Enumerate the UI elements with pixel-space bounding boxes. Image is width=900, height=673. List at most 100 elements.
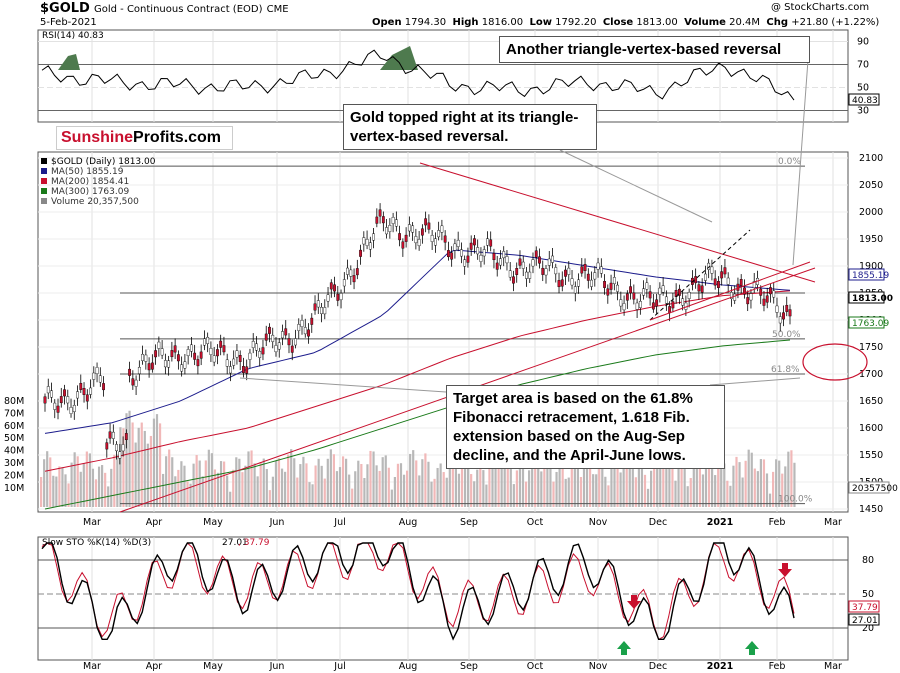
price-candle — [225, 359, 229, 367]
price-candle — [590, 279, 593, 287]
volume-bar — [399, 463, 403, 507]
price-candle — [391, 216, 395, 224]
volume-bar — [70, 462, 73, 507]
volume-bar — [348, 474, 351, 507]
volume-bar — [125, 413, 128, 507]
volume-bar — [338, 467, 342, 507]
month-label-price: Aug — [399, 517, 418, 528]
volume-bar — [604, 476, 607, 507]
price-candle — [782, 312, 785, 320]
volume-bar — [366, 464, 369, 507]
volume-bar — [204, 460, 207, 507]
price-candle — [512, 276, 515, 284]
volume-bar — [58, 466, 61, 507]
volume-tick-label: 30M — [4, 458, 24, 469]
sto-d-value: , 37.79 — [238, 538, 270, 548]
volume-bar — [692, 460, 695, 507]
price-candle — [528, 271, 532, 279]
volume-bar — [637, 464, 640, 507]
price-candle — [427, 222, 431, 230]
price-candle — [759, 288, 763, 296]
volume-bar — [537, 463, 540, 507]
volume-bar — [735, 456, 738, 507]
price-candle — [638, 301, 642, 308]
volume-bar — [592, 474, 595, 507]
price-candle — [414, 236, 418, 244]
volume-bar — [570, 458, 573, 507]
volume-bar — [168, 449, 171, 507]
price-candle — [567, 267, 571, 275]
volume-bar — [732, 465, 735, 507]
volume-bar — [625, 450, 628, 507]
volume-bar — [305, 463, 308, 507]
volume-bar — [85, 451, 88, 507]
month-label-price: Jun — [269, 517, 285, 528]
volume-bar — [714, 475, 717, 507]
callout-another-reversal: Another triangle-vertex-based reversal — [499, 36, 810, 63]
volume-bar — [723, 463, 726, 507]
volume-bar — [561, 468, 564, 507]
volume-bar — [582, 458, 586, 507]
price-candle — [612, 277, 616, 285]
price-candle — [381, 216, 385, 224]
price-candle — [242, 366, 245, 373]
volume-bar — [589, 456, 592, 507]
volume-bar — [610, 464, 613, 507]
volume-bar — [646, 488, 650, 507]
price-candle — [710, 266, 714, 274]
price-candle — [212, 355, 216, 363]
volume-bar — [680, 460, 683, 507]
volume-bar — [128, 410, 131, 507]
price-candle — [189, 344, 193, 352]
volume-bar — [406, 470, 409, 507]
month-label-price: Sep — [460, 517, 478, 528]
price-candle — [551, 255, 554, 263]
price-candle — [430, 235, 434, 242]
price-candle — [290, 345, 294, 353]
price-candle — [274, 345, 278, 353]
volume-bar — [488, 463, 491, 507]
volume-bar — [354, 471, 357, 507]
price-candle — [268, 326, 271, 334]
volume-bar — [643, 474, 647, 507]
month-label-sto: Feb — [769, 661, 786, 672]
volume-bar — [280, 468, 284, 507]
price-candle — [424, 218, 428, 226]
volume-bar — [345, 458, 348, 507]
volume-bar — [396, 463, 400, 507]
volume-bar — [250, 450, 253, 507]
price-candle — [508, 270, 512, 278]
volume-bar — [567, 477, 570, 507]
volume-bar — [616, 457, 619, 507]
volume-bar — [235, 457, 238, 507]
volume-bar — [229, 491, 232, 507]
price-candle — [141, 354, 144, 361]
volume-bar — [40, 477, 43, 507]
volume-bar — [180, 461, 183, 507]
volume-bar — [775, 459, 778, 507]
price-candle — [144, 354, 148, 362]
price-candle — [235, 350, 239, 358]
ma200-line — [44, 290, 791, 472]
price-candle — [193, 352, 197, 360]
price-candle — [668, 306, 672, 314]
ma50-badge-label: 1855.19 — [852, 271, 889, 281]
chart-date: 5-Feb-2021 — [40, 17, 97, 28]
volume-bar — [390, 489, 393, 507]
legend-entry: MA(200) 1854.41 — [51, 177, 129, 187]
volume-bar — [232, 469, 235, 507]
volume-bar — [497, 468, 500, 507]
price-candle — [394, 219, 398, 227]
triangle-support-line — [649, 261, 811, 321]
price-candle — [46, 386, 50, 394]
down-arrow-icon — [778, 563, 792, 577]
price-candle — [495, 262, 499, 270]
volume-bar — [183, 465, 186, 507]
price-candle — [118, 451, 122, 459]
price-candle — [460, 249, 463, 257]
volume-badge-label: 20357500 — [852, 484, 898, 494]
volume-bar — [158, 423, 162, 507]
price-candle — [447, 250, 450, 258]
price-candle — [89, 387, 92, 395]
